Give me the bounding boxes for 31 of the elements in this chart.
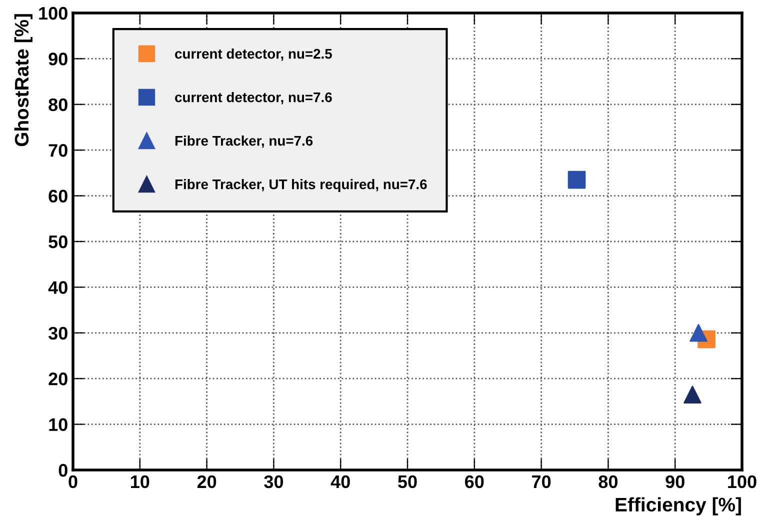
y-tick-label: 40 <box>48 281 68 294</box>
legend-label: Fibre Tracker, UT hits required, nu=7.6 <box>175 179 427 192</box>
legend-label: current detector, nu=7.6 <box>175 92 332 104</box>
point <box>568 170 586 189</box>
legend-label: current detector, nu=2.5 <box>175 48 332 61</box>
legend-label: Fibre Tracker, nu=7.6 <box>175 136 313 148</box>
x-tick-label: 100 <box>728 475 756 488</box>
point <box>684 386 702 404</box>
x-tick-label: 50 <box>398 475 417 488</box>
y-tick-label: 20 <box>48 372 68 386</box>
x-tick-label: 20 <box>197 475 216 488</box>
y-tick-label: 80 <box>48 98 68 112</box>
x-tick-label: 40 <box>330 475 350 488</box>
y-axis-title: GhostRate [%] <box>14 14 32 146</box>
x-tick-label: 80 <box>598 475 618 488</box>
y-tick-label: 10 <box>49 418 68 432</box>
x-tick-label: 30 <box>264 475 284 488</box>
y-tick-label: 60 <box>48 190 68 203</box>
point <box>690 324 708 342</box>
x-tick-label: 0 <box>68 475 78 488</box>
y-tick-label: 30 <box>48 326 68 340</box>
x-axis-title: Efficiency [%] <box>616 497 741 516</box>
y-tick-label: 100 <box>39 6 68 20</box>
x-tick-label: 70 <box>532 475 551 488</box>
y-tick-label: 90 <box>48 52 68 66</box>
y-tick-label: 0 <box>58 464 68 477</box>
x-tick-label: 90 <box>666 475 684 488</box>
y-tick-label: 70 <box>48 144 68 157</box>
x-tick-label: 10 <box>130 475 150 488</box>
y-tick-label: 50 <box>48 235 68 248</box>
x-tick-label: 60 <box>465 475 484 488</box>
